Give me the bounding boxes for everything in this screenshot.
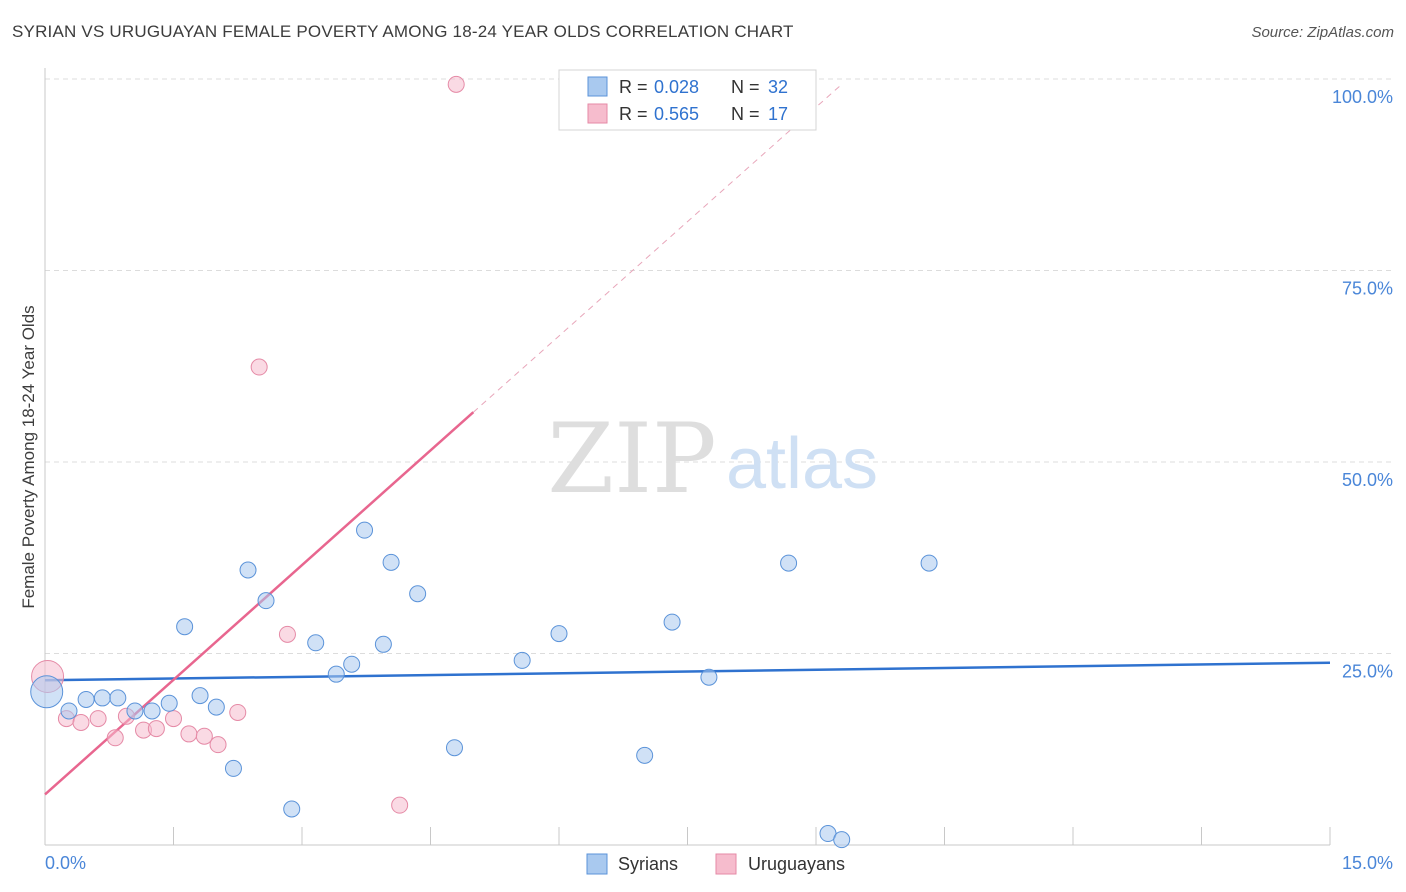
syrian-point (356, 521, 374, 539)
syrian-point (663, 613, 681, 631)
syrian-point (513, 651, 531, 669)
syrian-point (160, 694, 178, 712)
chart-title: SYRIAN VS URUGUAYAN FEMALE POVERTY AMONG… (12, 22, 794, 41)
legend-r-label-2: R = (619, 104, 648, 124)
watermark: ZIP atlas (547, 403, 878, 515)
watermark-atlas: atlas (726, 424, 878, 504)
legend-swatch-uruguayans (587, 103, 608, 124)
legend-r-value-2: 0.565 (654, 104, 699, 124)
syrian-point (636, 746, 654, 764)
uruguayan-point (180, 725, 198, 743)
uruguayan-point (229, 703, 247, 721)
data-points (30, 75, 938, 849)
syrian-point (191, 687, 209, 705)
legend-n-label-1: N = (731, 77, 760, 97)
uruguayan-point (165, 710, 182, 728)
uruguayan-point (147, 720, 165, 738)
syrian-point (239, 561, 257, 579)
syrian-point (77, 690, 95, 708)
syrian-point (283, 800, 301, 818)
y-tick-label: 50.0% (1342, 470, 1393, 490)
uruguayan-trend-extension (473, 83, 843, 413)
syrian-point (60, 702, 78, 720)
syrian-point (382, 553, 400, 571)
syrian-point (550, 625, 568, 643)
correlation-legend: R = 0.028 N = 32 R = 0.565 N = 17 (558, 69, 817, 131)
legend-swatch-syrians (587, 76, 608, 97)
uruguayan-point (89, 710, 107, 728)
syrian-point (920, 554, 938, 572)
uruguayan-point (195, 727, 213, 745)
y-tick-label: 100.0% (1332, 87, 1393, 107)
syrian-point (176, 618, 194, 636)
legend-bottom-label-uruguayans: Uruguayans (748, 854, 845, 874)
y-tick-labels: 25.0% 50.0% 75.0% 100.0% (1332, 87, 1393, 682)
y-tick-label: 25.0% (1342, 662, 1393, 682)
syrian-point (374, 635, 392, 653)
syrian-point (409, 585, 427, 603)
y-axis-label: Female Poverty Among 18-24 Year Olds (19, 305, 38, 608)
uruguayan-point (447, 75, 465, 93)
syrian-point (780, 554, 798, 572)
syrian-trend-line (44, 661, 1331, 682)
uruguayan-point (209, 736, 227, 754)
syrian-point (143, 702, 161, 720)
syrian-point (700, 668, 718, 686)
uruguayan-point (250, 358, 268, 376)
x-tick-label: 0.0% (45, 853, 86, 873)
syrian-point (833, 831, 851, 849)
legend-bottom-label-syrians: Syrians (618, 854, 678, 874)
axes (44, 68, 1331, 846)
uruguayan-point (72, 713, 90, 731)
syrian-point (224, 759, 242, 777)
y-tick-label: 75.0% (1342, 279, 1393, 299)
syrian-point (327, 665, 345, 683)
watermark-zip: ZIP (547, 403, 716, 515)
x-tick-label: 15.0% (1342, 853, 1393, 873)
source-label: Source: ZipAtlas.com (1251, 24, 1394, 41)
legend-r-value-1: 0.028 (654, 77, 699, 97)
syrian-point (343, 655, 361, 673)
syrian-point (445, 739, 463, 757)
legend-bottom-swatch-syrians (586, 853, 608, 875)
syrian-point (109, 689, 127, 707)
legend-n-value-1: 32 (768, 77, 788, 97)
uruguayan-point (106, 729, 124, 747)
x-tick-labels: 0.0% 15.0% (45, 853, 1393, 873)
legend-bottom-swatch-uruguayans (715, 853, 737, 875)
syrian-point (307, 634, 325, 652)
syrian-point (93, 689, 111, 707)
legend-r-label-1: R = (619, 77, 648, 97)
legend-n-value-2: 17 (768, 104, 788, 124)
syrian-point (207, 698, 225, 716)
uruguayan-point (278, 625, 296, 643)
series-legend: Syrians Uruguayans (586, 853, 845, 875)
legend-n-label-2: N = (731, 104, 760, 124)
syrian-point (126, 702, 144, 720)
syrian-point (30, 675, 64, 709)
uruguayan-point (391, 796, 409, 814)
syrian-point (257, 592, 275, 610)
